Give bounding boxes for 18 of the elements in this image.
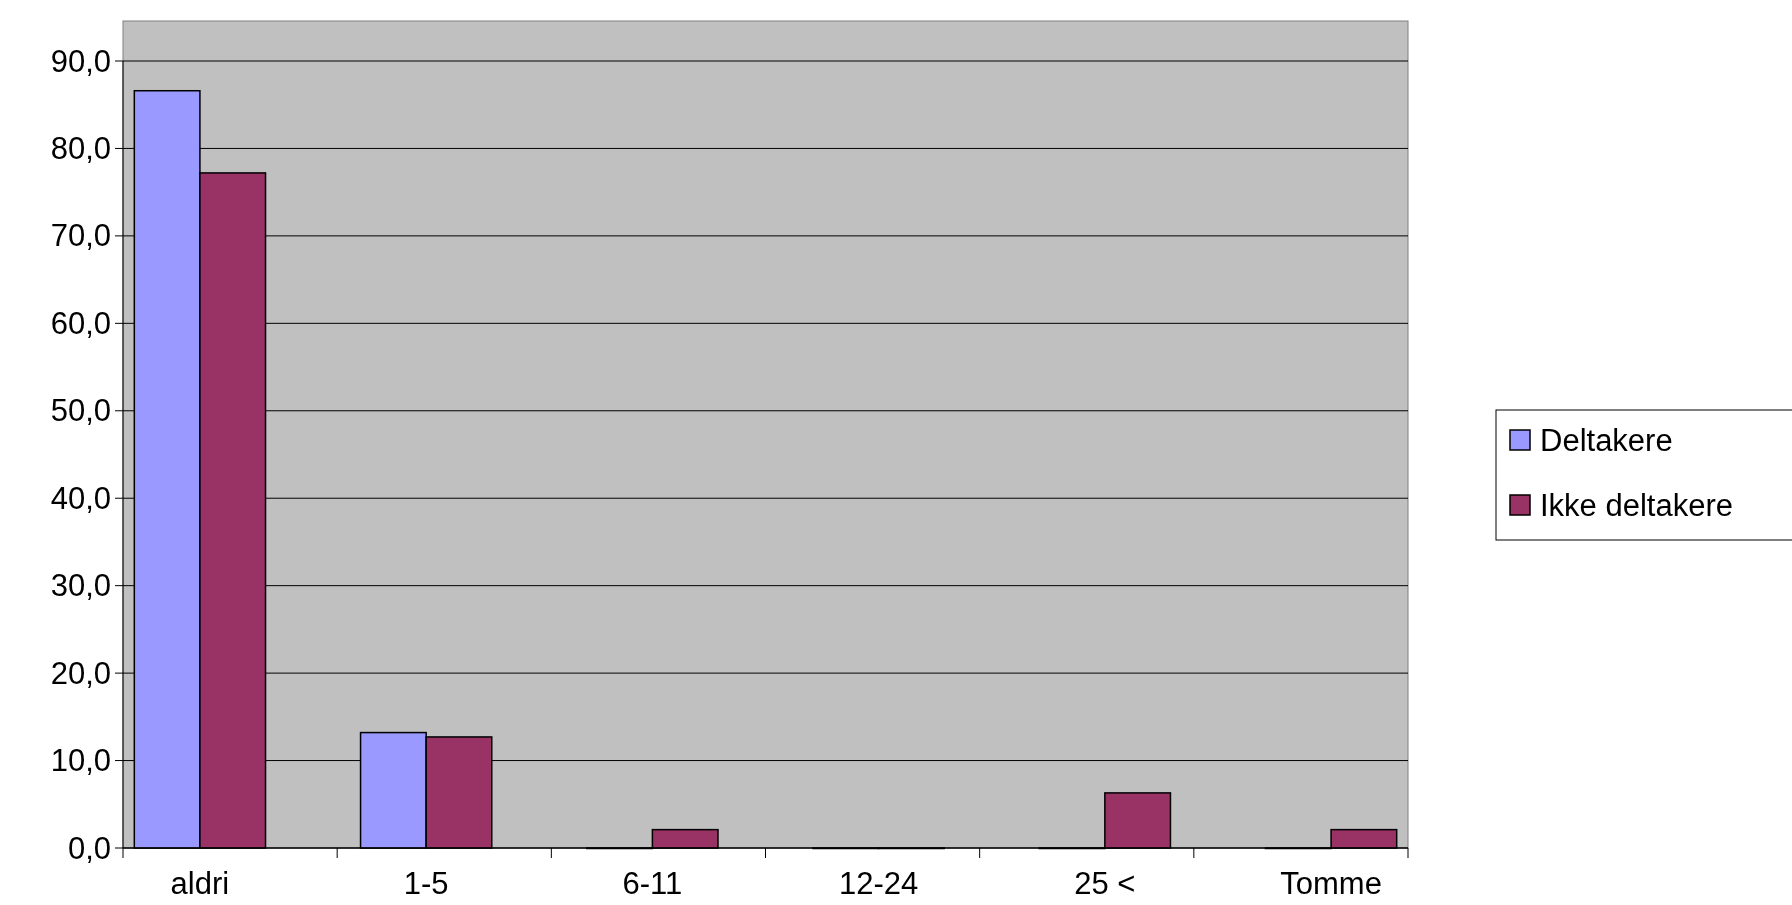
y-tick-label: 50,0 [50, 393, 111, 429]
y-tick-label: 80,0 [50, 130, 111, 166]
y-tick-label: 10,0 [50, 743, 111, 779]
y-tick-label: 30,0 [50, 568, 111, 604]
x-tick-label: 6-11 [622, 866, 683, 901]
y-tick-label: 60,0 [50, 305, 111, 341]
x-tick-label: Tomme [1280, 866, 1382, 901]
y-tick-label: 20,0 [50, 655, 111, 691]
y-tick-label: 70,0 [50, 218, 111, 254]
y-tick-label: 40,0 [50, 480, 111, 516]
x-tick-label: 1-5 [403, 866, 449, 901]
y-tick-label: 90,0 [50, 43, 111, 79]
legend-label: Deltakere [1540, 422, 1673, 458]
legend-label: Ikke deltakere [1540, 487, 1733, 523]
y-tick-label: 0,0 [67, 830, 111, 866]
x-tick-label: aldri [170, 866, 230, 901]
x-tick-label: 12-24 [838, 866, 919, 901]
x-tick-label: 25 < [1074, 866, 1136, 901]
